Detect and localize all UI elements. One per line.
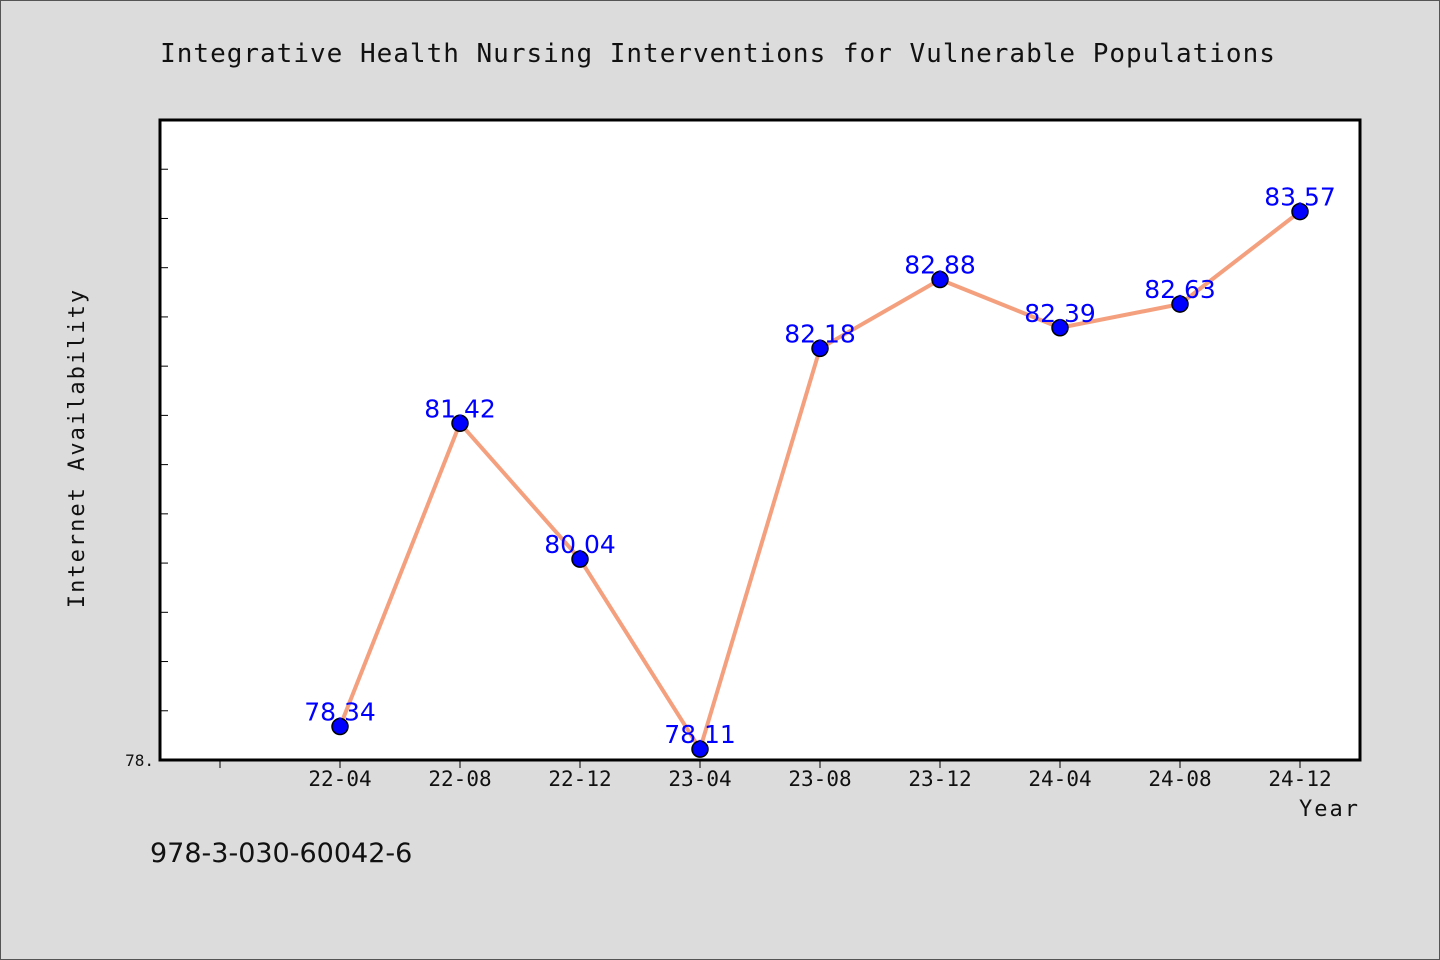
data-label: 78.11 [664,720,736,749]
data-label: 81.42 [424,394,496,423]
x-tick-label: 22-08 [428,767,491,791]
chart-title: Integrative Health Nursing Interventions… [160,39,1276,69]
x-tick-label: 22-04 [308,767,371,791]
y-tick-label: 78. [125,751,154,770]
data-label: 82.88 [904,251,976,280]
data-label: 82.63 [1144,275,1216,304]
data-point [691,740,709,758]
data-point [571,550,589,568]
isbn-label: 978-3-030-60042-6 [150,838,412,869]
x-tick-label: 24-08 [1148,767,1211,791]
x-tick-label: 22-12 [548,767,611,791]
y-axis-ticks [160,119,168,761]
x-axis-ticks: 22-04 22-08 22-12 23-04 23-08 23-12 24-04 24-08… [219,760,1332,791]
data-point [1291,202,1309,221]
data-point [931,270,949,289]
data-point [451,414,469,433]
data-point [331,717,349,736]
data-label: 80.04 [544,530,616,559]
data-label: 82.18 [784,319,856,348]
data-label: 83.57 [1264,183,1336,212]
data-label: 78.34 [304,698,376,727]
data-point [811,339,829,358]
data-series: 78.34 81.42 80.04 78.11 82.18 82.88 82.39 82.63… [304,183,1336,758]
x-tick-label: 23-04 [668,767,731,791]
y-axis-label: Internet Availability [65,288,90,608]
x-tick-label: 23-12 [908,767,971,791]
x-axis-label: Year [1299,797,1360,822]
plot-area [158,118,1362,762]
x-tick-label: 24-04 [1028,767,1091,791]
x-tick-label: 24-12 [1268,767,1331,791]
data-label: 82.39 [1024,299,1096,328]
data-point [1171,295,1189,313]
x-tick-label: 23-08 [788,767,851,791]
data-point [1051,319,1069,337]
